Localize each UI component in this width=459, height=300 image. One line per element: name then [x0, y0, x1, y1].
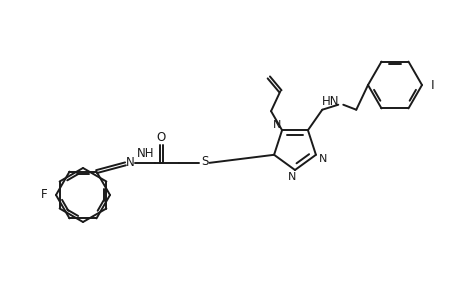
- Text: O: O: [157, 131, 166, 144]
- Text: N: N: [287, 172, 296, 182]
- Text: NH: NH: [136, 147, 154, 161]
- Text: F: F: [41, 188, 48, 202]
- Text: S: S: [201, 155, 208, 168]
- Text: N: N: [318, 154, 326, 164]
- Text: N: N: [126, 156, 134, 170]
- Text: I: I: [430, 79, 434, 92]
- Text: N: N: [272, 120, 280, 130]
- Text: HN: HN: [321, 95, 338, 108]
